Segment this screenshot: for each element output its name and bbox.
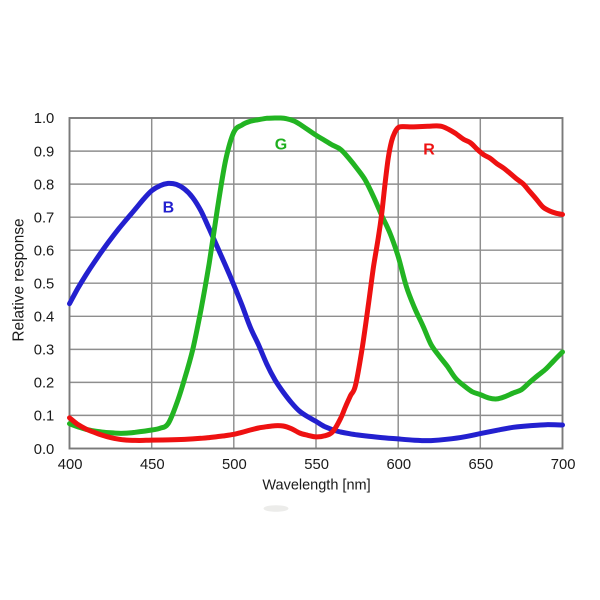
svg-text:700: 700	[551, 457, 576, 473]
svg-text:Relative response: Relative response	[11, 218, 28, 341]
svg-text:0.9: 0.9	[34, 144, 55, 160]
svg-text:0.8: 0.8	[34, 177, 55, 193]
svg-text:600: 600	[386, 457, 411, 473]
svg-text:0.0: 0.0	[34, 442, 55, 458]
svg-text:0.1: 0.1	[34, 409, 55, 425]
svg-text:550: 550	[304, 457, 329, 473]
svg-text:1.0: 1.0	[34, 111, 55, 127]
svg-text:Wavelength [nm]: Wavelength [nm]	[262, 478, 370, 494]
svg-text:0.3: 0.3	[34, 343, 55, 359]
svg-text:R: R	[423, 142, 435, 159]
svg-text:400: 400	[58, 457, 83, 473]
svg-text:0.6: 0.6	[34, 244, 55, 260]
svg-text:450: 450	[140, 457, 165, 473]
svg-text:0.5: 0.5	[34, 277, 55, 293]
svg-text:B: B	[163, 200, 175, 217]
svg-text:650: 650	[469, 457, 494, 473]
svg-text:0.7: 0.7	[34, 210, 55, 226]
svg-text:500: 500	[222, 457, 247, 473]
svg-text:0.4: 0.4	[34, 310, 55, 326]
svg-text:G: G	[275, 137, 287, 154]
svg-text:0.2: 0.2	[34, 376, 55, 392]
